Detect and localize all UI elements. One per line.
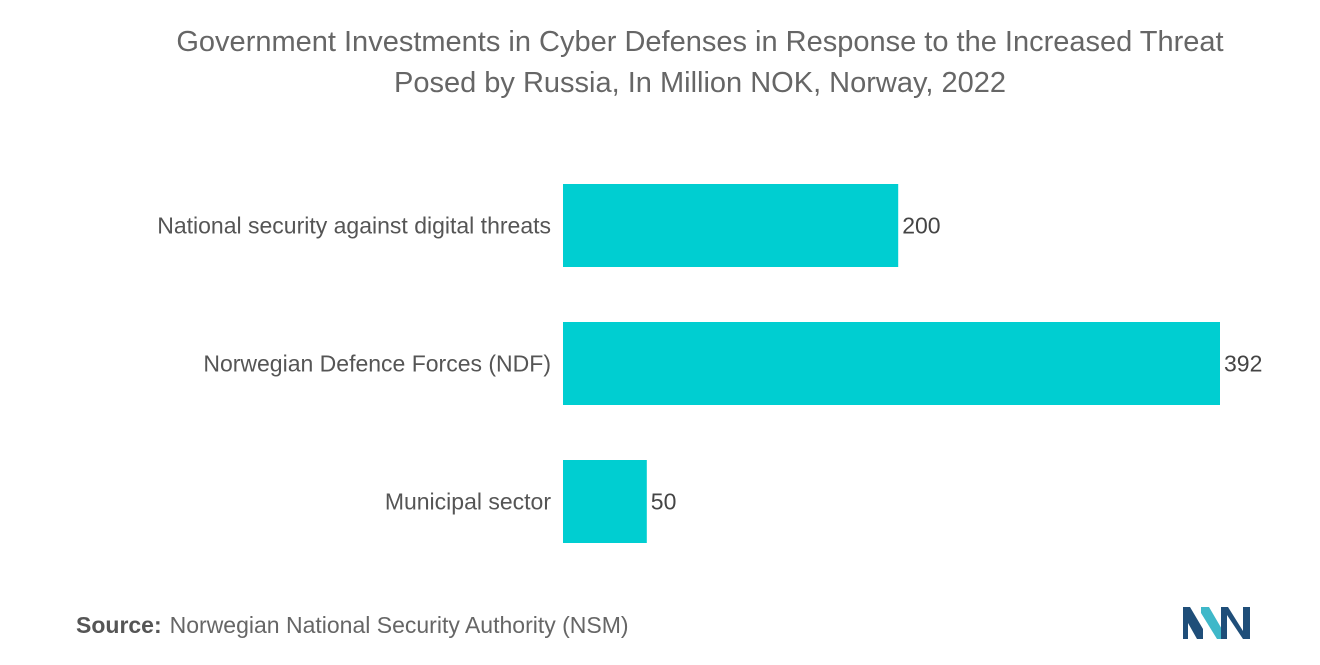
category-label-2: Municipal sector — [385, 489, 552, 515]
brand-logo — [1183, 607, 1250, 639]
source-label: Source: — [76, 612, 162, 638]
bar-2 — [563, 460, 647, 543]
logo-shape-left — [1183, 607, 1203, 639]
logo-shape-right — [1221, 607, 1250, 639]
source-note: Source: Norwegian National Security Autho… — [76, 612, 629, 639]
source-text: Norwegian National Security Authority (N… — [169, 612, 629, 638]
value-label-2: 50 — [651, 489, 677, 515]
chart-title-line-2: Posed by Russia, In Million NOK, Norway,… — [394, 67, 1006, 99]
value-label-0: 200 — [902, 213, 940, 239]
chart-title: Government Investments in Cyber Defenses… — [60, 22, 1320, 104]
value-label-1: 392 — [1224, 351, 1262, 377]
bar-0 — [563, 184, 899, 267]
category-label-0: National security against digital threat… — [157, 213, 551, 239]
category-label-1: Norwegian Defence Forces (NDF) — [203, 351, 551, 377]
bar-1 — [563, 322, 1220, 405]
logo-shape-middle — [1201, 607, 1223, 639]
chart-title-line-1: Government Investments in Cyber Defenses… — [176, 26, 1224, 58]
